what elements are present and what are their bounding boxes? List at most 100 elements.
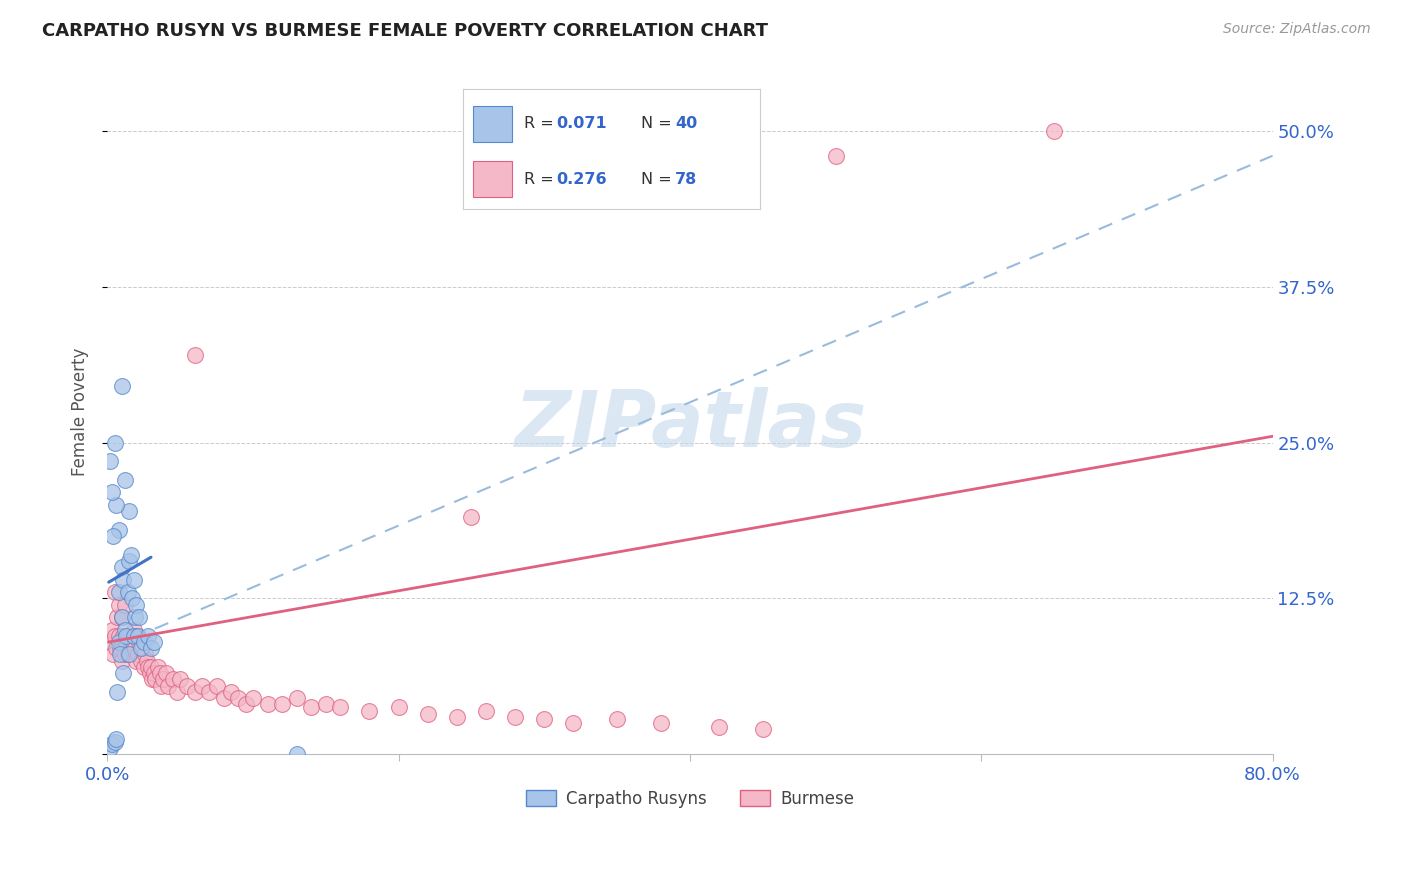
Point (114, 473, 136, 487)
Point (169, 673, 191, 687)
Text: Source: ZipAtlas.com: Source: ZipAtlas.com (1223, 22, 1371, 37)
Point (122, 629, 145, 643)
Point (122, 623, 145, 637)
Point (271, 698, 294, 712)
Point (606, 712, 628, 726)
Point (111, 654, 134, 668)
Point (103, 585, 125, 599)
Point (118, 554, 141, 568)
Point (105, 732, 128, 747)
Point (139, 641, 162, 656)
Point (117, 648, 139, 662)
Point (111, 610, 134, 624)
Point (98, 741, 121, 756)
Point (150, 679, 173, 693)
Point (388, 699, 411, 714)
Point (235, 698, 257, 712)
Legend: Carpatho Rusyns, Burmese: Carpatho Rusyns, Burmese (519, 783, 860, 814)
Point (132, 635, 155, 649)
Point (299, 699, 322, 714)
Point (824, 149, 846, 163)
Text: CARPATHO RUSYN VS BURMESE FEMALE POVERTY CORRELATION CHART: CARPATHO RUSYN VS BURMESE FEMALE POVERTY… (42, 22, 768, 40)
Point (115, 635, 138, 649)
Point (110, 648, 132, 662)
Point (135, 654, 157, 668)
Point (152, 673, 174, 687)
Point (110, 641, 132, 656)
Point (285, 691, 308, 706)
Point (100, 737, 122, 751)
Point (98, 635, 121, 649)
Point (562, 716, 585, 731)
Point (112, 573, 135, 587)
Y-axis label: Female Poverty: Female Poverty (72, 347, 89, 475)
Point (315, 698, 337, 712)
Point (155, 666, 177, 681)
Point (141, 673, 163, 687)
Point (136, 629, 159, 643)
Point (128, 610, 150, 624)
Point (285, 747, 308, 762)
Point (503, 710, 526, 724)
Point (111, 560, 134, 574)
Point (127, 629, 149, 643)
Point (107, 610, 129, 624)
Point (118, 504, 141, 518)
Point (129, 641, 152, 656)
Point (134, 648, 156, 662)
Point (132, 660, 155, 674)
Point (105, 641, 128, 656)
Point (117, 585, 139, 599)
Point (475, 704, 498, 718)
Point (111, 379, 134, 393)
Point (136, 660, 159, 674)
Text: ZIPatlas: ZIPatlas (513, 387, 866, 463)
Point (122, 573, 145, 587)
Point (157, 679, 180, 693)
Point (108, 585, 131, 599)
Point (142, 666, 165, 681)
Point (114, 648, 136, 662)
Point (198, 685, 221, 699)
Point (183, 348, 205, 362)
Point (329, 699, 352, 714)
Point (103, 435, 125, 450)
Point (139, 660, 162, 674)
Point (176, 679, 198, 693)
Point (108, 635, 131, 649)
Point (242, 691, 264, 706)
Point (148, 660, 170, 674)
Point (125, 629, 148, 643)
Point (166, 685, 188, 699)
Point (103, 735, 125, 749)
Point (114, 598, 136, 612)
Point (228, 691, 250, 706)
Point (112, 629, 135, 643)
Point (143, 673, 166, 687)
Point (101, 648, 124, 662)
Point (533, 712, 555, 726)
Point (124, 641, 146, 656)
Point (108, 629, 131, 643)
Point (118, 629, 141, 643)
Point (121, 635, 143, 649)
Point (751, 723, 773, 737)
Point (1043, 124, 1066, 138)
Point (125, 598, 148, 612)
Point (205, 679, 228, 693)
Point (120, 548, 142, 562)
Point (108, 523, 131, 537)
Point (114, 623, 136, 637)
Point (98, 454, 121, 468)
Point (115, 629, 138, 643)
Point (650, 716, 672, 731)
Point (131, 641, 153, 656)
Point (219, 685, 242, 699)
Point (149, 666, 172, 681)
Point (129, 654, 152, 668)
Point (707, 720, 730, 734)
Point (162, 673, 184, 687)
Point (212, 691, 235, 706)
Point (359, 704, 381, 718)
Point (107, 685, 129, 699)
